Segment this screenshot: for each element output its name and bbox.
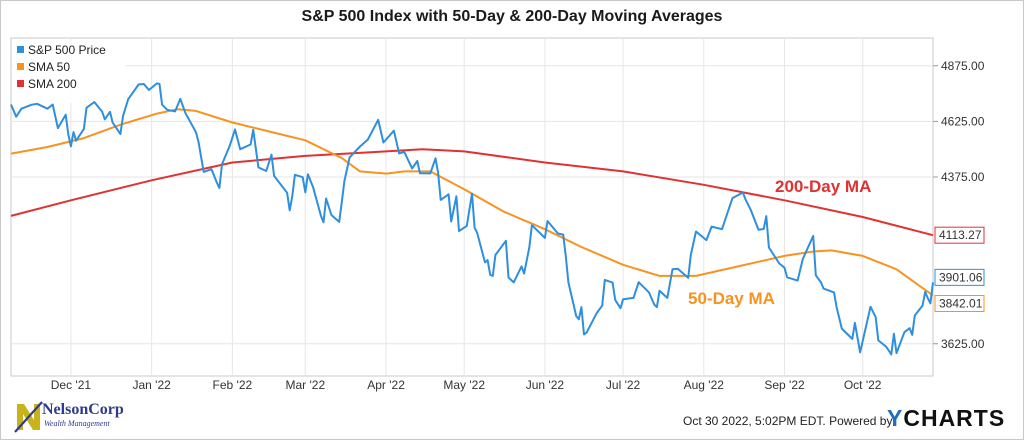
x-tick-label: Jul '22 [606,378,641,392]
x-tick-label: Mar '22 [285,378,325,392]
logo-name: NelsonCorp [42,401,124,418]
footer-timestamp: Oct 30 2022, 5:02PM EDT. Powered by [683,414,892,428]
powered-by-text: Powered by [829,414,893,428]
x-tick-label: Sep '22 [764,378,805,392]
end-label: 3901.06 [939,270,983,284]
x-tick-label: May '22 [443,378,485,392]
legend-swatch [17,63,24,70]
y-tick-label: 4375.00 [941,170,985,184]
brand-rest: CHARTS [903,405,1006,431]
series-line [10,82,934,356]
legend-swatch [17,80,24,87]
timestamp-text: Oct 30 2022, 5:02PM EDT. [683,414,826,428]
annotation-label: 50-Day MA [688,289,775,308]
y-tick-label: 3625.00 [941,337,985,351]
end-label: 3842.01 [939,297,983,311]
x-tick-label: Oct '22 [844,378,882,392]
ycharts-logo: YCHARTS [887,405,1005,432]
end-label-box [934,268,985,286]
chart-title: S&P 500 Index with 50-Day & 200-Day Movi… [301,8,723,25]
end-label-box [934,295,985,313]
x-tick-label: Dec '21 [51,378,92,392]
logo-subtitle: Wealth Management [44,419,110,428]
legend-label: SMA 200 [28,77,77,91]
x-tick-label: Aug '22 [684,378,725,392]
end-label: 4113.27 [939,228,982,242]
series-line [10,148,934,237]
nelsoncorp-logo: NelsonCorp Wealth Management [14,398,154,434]
legend-swatch [17,46,24,53]
end-label-box [934,226,985,244]
x-tick-label: Apr '22 [367,378,405,392]
x-tick-label: Jun '22 [526,378,565,392]
n-logo-icon [14,401,43,433]
y-tick-label: 4875.00 [941,59,985,73]
annotation-label: 200-Day MA [775,177,871,196]
plot-border [10,37,934,377]
legend-label: SMA 50 [28,60,70,74]
legend-label: S&P 500 Price [28,43,106,57]
brand-y: Y [887,405,904,431]
y-tick-label: 4625.00 [941,114,985,128]
x-tick-label: Feb '22 [213,378,253,392]
x-tick-label: Jan '22 [132,378,171,392]
legend-background [13,41,126,103]
